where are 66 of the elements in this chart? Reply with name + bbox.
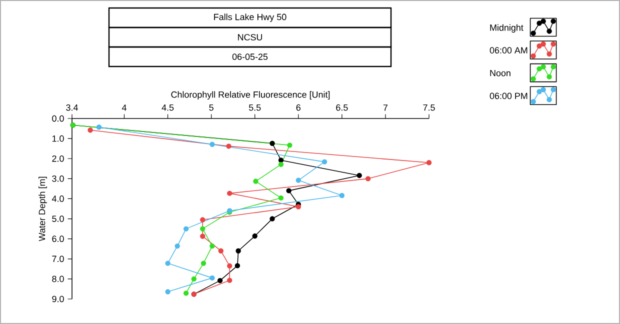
point [88,128,93,133]
y-tick-label: 5.0 [52,216,64,222]
point [426,160,432,166]
point [210,142,215,147]
point [218,248,224,254]
legend-label: 06:00 PM [490,92,528,100]
point [165,289,170,294]
chart-title: Falls Lake Hwy 50 [214,14,286,22]
point [227,263,232,269]
x-tick-label: 4 [122,104,126,111]
y-tick-label: 2.0 [52,155,64,162]
point [286,188,292,194]
point [270,140,275,146]
y-tick-label: 4.0 [52,196,64,202]
point [236,248,241,254]
y-axis-title: Water Depth [m] [38,176,47,242]
y-tick-label: 8.0 [52,276,64,282]
point [200,217,206,222]
point [270,216,275,222]
point [200,226,206,232]
point [296,204,301,210]
point [365,176,371,182]
y-tick-label: 6.0 [52,236,64,242]
point [234,263,240,268]
point [278,195,284,201]
point [227,190,232,196]
point [296,178,301,183]
point [356,172,362,178]
x-tick-label: 5.5 [248,104,261,111]
x-tick-label: 7.5 [423,104,435,111]
x-tick-label: 4.5 [162,104,174,111]
point [339,192,345,198]
point [278,162,284,168]
x-tick-label: 6.5 [336,104,348,111]
y-tick-label: 1.0 [52,135,64,142]
x-tick-label: 6 [296,104,300,111]
chart-subtitle: NCSU [238,34,262,40]
point [210,243,215,249]
x-axis-title: Chlorophyll Relative Fluorescence [Unit] [171,91,330,100]
point [287,142,292,148]
x-tick-label: 7 [383,104,388,111]
point [253,178,258,184]
point [210,275,215,281]
legend-label: Midnight [490,24,524,33]
point [252,233,258,239]
point [217,278,223,284]
x-tick-label: 5 [209,104,214,111]
text: 06-05-25 [232,54,268,60]
point [191,276,197,282]
point [165,260,170,266]
point [96,124,102,130]
point [183,290,189,296]
y-tick-label: 3.0 [52,175,64,182]
point [226,144,232,149]
legend-label: Noon [490,70,510,76]
y-tick-label: 9.0 [52,296,64,302]
point [183,226,189,232]
point [200,260,206,266]
point [174,243,180,249]
point [200,234,206,239]
y-tick-label: 0.0 [52,115,64,122]
x-tick-label: 3.4 [66,104,78,111]
y-tick-label: 7.0 [52,256,64,262]
point [322,159,328,164]
legend-label: 06:00 AM [490,47,528,54]
point [227,278,232,283]
